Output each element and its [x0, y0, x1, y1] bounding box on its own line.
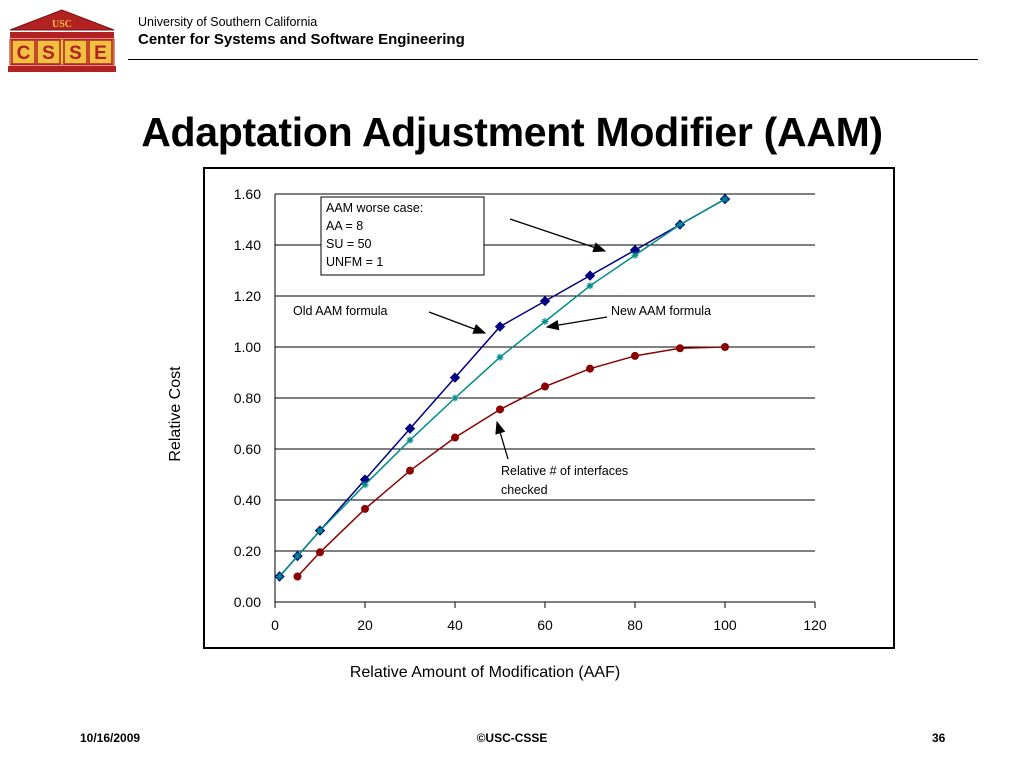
y-tick-label: 1.00 [234, 339, 261, 355]
data-point [496, 405, 504, 414]
footer-date: 10/16/2009 [80, 731, 141, 745]
chart-frame: 0.00 0.20 0.40 0.60 0.80 1.00 1.20 1.40 1.60 0 20… [203, 167, 895, 649]
annotation-box-line-2: AA = 8 [326, 219, 363, 233]
data-point [276, 573, 283, 580]
y-tick-label: 0.00 [234, 594, 261, 610]
series-interfaces-line [296, 346, 726, 578]
data-point [676, 221, 684, 229]
data-point [494, 321, 506, 332]
arrow-new-formula [545, 316, 608, 331]
data-point [361, 504, 369, 513]
y-axis-label: Relative Cost [167, 366, 184, 462]
data-point [586, 282, 594, 290]
logo-letter-e: E [94, 43, 107, 64]
data-point [631, 251, 639, 259]
y-tick-label: 0.20 [234, 543, 261, 559]
data-point [721, 195, 729, 203]
series-interfaces [293, 343, 729, 581]
interfaces-label-line-2: checked [501, 483, 548, 497]
annotation-box [320, 196, 485, 276]
data-point [539, 295, 551, 307]
data-point [586, 364, 594, 373]
x-tick-label: 80 [627, 617, 643, 633]
x-tick-label: 0 [271, 617, 279, 633]
y-tick-label: 1.40 [234, 237, 261, 253]
x-tick-label: 20 [357, 617, 373, 633]
data-point [451, 433, 459, 442]
data-point [451, 394, 459, 402]
data-point [541, 318, 549, 325]
y-tick-labels: 0.00 0.20 0.40 0.60 0.80 1.00 1.20 1.40 1.60 [234, 186, 261, 610]
data-point [496, 353, 504, 361]
header-divider [128, 59, 978, 60]
slide-title: Adaptation Adjustment Modifier (AAM) [141, 109, 883, 155]
center-name: Center for Systems and Software Engineer… [138, 31, 465, 48]
data-point [294, 552, 301, 560]
data-point [584, 270, 596, 281]
header-text: University of Southern California Center… [138, 14, 465, 50]
old-formula-label: Old AAM formula [293, 304, 388, 318]
usc-csse-logo: USC C S S E [8, 9, 116, 72]
footer-copyright: ©USC-CSSE [476, 731, 548, 745]
x-tick-label: 100 [713, 617, 737, 633]
logo-letter-s1: S [42, 43, 55, 64]
x-tick-label: 40 [447, 617, 463, 633]
y-tick-label: 0.60 [234, 441, 261, 457]
y-tick-label: 1.60 [234, 186, 261, 202]
y-tick-label: 1.20 [234, 288, 261, 304]
x-tick-label: 120 [803, 617, 827, 633]
data-point [631, 351, 639, 360]
new-formula-label: New AAM formula [611, 304, 711, 318]
data-point [316, 548, 324, 557]
data-point [361, 481, 369, 489]
y-tick-label: 0.80 [234, 390, 261, 406]
series-new-aam [276, 195, 729, 580]
logo-letter-s2: S [69, 43, 82, 64]
data-point [404, 423, 416, 434]
x-tick-labels: 0 20 40 60 80 100 120 [271, 617, 827, 633]
series-layer [274, 193, 731, 582]
annotation-box-line-4: UNFM = 1 [326, 255, 383, 269]
interfaces-label-line-1: Relative # of interfaces [501, 464, 628, 478]
arrow-interfaces [495, 420, 509, 460]
series-new-aam-line [278, 198, 726, 577]
arrow-box-to-curve [509, 218, 607, 253]
data-point [293, 572, 302, 581]
x-axis-label: Relative Amount of Modification (AAF) [349, 664, 621, 681]
y-tick-label: 0.40 [234, 492, 261, 508]
data-point [406, 436, 414, 444]
logo-letter-c: C [17, 43, 31, 64]
data-point [449, 372, 461, 383]
line-chart: 0.00 0.20 0.40 0.60 0.80 1.00 1.20 1.40 1.60 0 20… [234, 186, 827, 633]
annotation-box-line-1: AAM worse case: [326, 201, 423, 215]
university-name: University of Southern California [138, 15, 318, 29]
logo-usc-text: USC [52, 19, 72, 30]
data-point [541, 382, 549, 391]
arrow-old-formula [428, 311, 487, 334]
data-point [316, 527, 324, 535]
data-point [406, 466, 414, 475]
data-point [721, 343, 729, 351]
x-tick-label: 60 [537, 617, 553, 633]
footer-page-number: 36 [932, 731, 946, 745]
data-point [676, 344, 684, 353]
annotation-box-line-3: SU = 50 [326, 237, 372, 251]
